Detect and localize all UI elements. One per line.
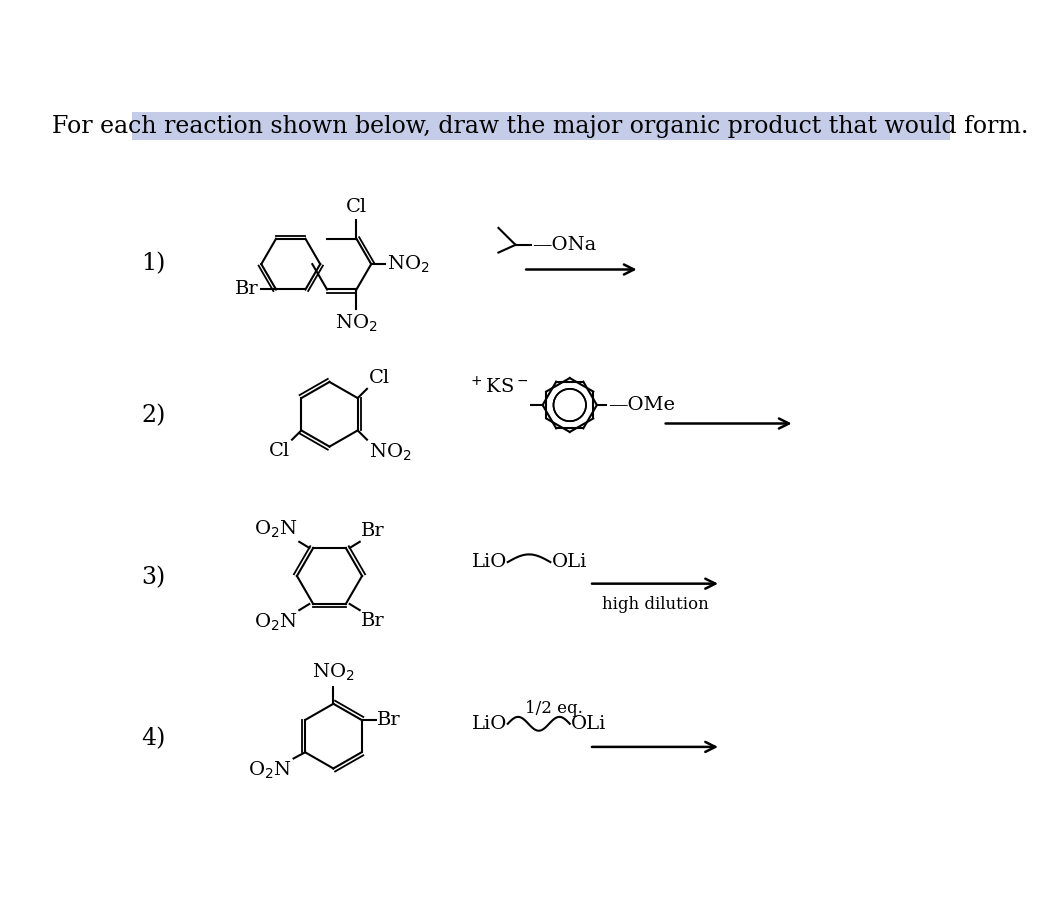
Text: 1): 1) [141, 252, 166, 275]
Text: —ONa: —ONa [533, 236, 597, 254]
Text: NO$_2$: NO$_2$ [335, 312, 378, 334]
Text: —OMe: —OMe [608, 396, 675, 414]
Text: O$_2$N: O$_2$N [254, 612, 298, 633]
Text: Cl: Cl [368, 369, 389, 386]
Text: 3): 3) [141, 566, 166, 589]
Text: NO$_2$: NO$_2$ [312, 662, 354, 683]
Text: 2): 2) [141, 405, 166, 427]
Text: Br: Br [361, 612, 385, 629]
Text: O$_2$N: O$_2$N [248, 760, 292, 782]
Text: OLi: OLi [552, 553, 588, 571]
Text: high dilution: high dilution [601, 596, 708, 613]
Text: Br: Br [235, 281, 258, 298]
Text: NO$_2$: NO$_2$ [387, 253, 429, 274]
Text: Cl: Cl [346, 198, 367, 215]
FancyBboxPatch shape [132, 113, 950, 140]
Text: $^+$KS$^-$: $^+$KS$^-$ [468, 376, 529, 397]
Text: O$_2$N: O$_2$N [254, 519, 298, 541]
Text: For each reaction shown below, draw the major organic product that would form.: For each reaction shown below, draw the … [52, 115, 1029, 138]
Text: LiO: LiO [473, 553, 507, 571]
Text: OLi: OLi [572, 715, 607, 733]
Text: 4): 4) [141, 728, 166, 750]
Text: Cl: Cl [269, 442, 290, 460]
Text: 1/2 eq.: 1/2 eq. [525, 699, 583, 717]
Text: NO$_2$: NO$_2$ [368, 441, 411, 463]
Text: Br: Br [377, 711, 401, 729]
Text: Br: Br [361, 522, 385, 541]
Text: LiO: LiO [473, 715, 507, 733]
